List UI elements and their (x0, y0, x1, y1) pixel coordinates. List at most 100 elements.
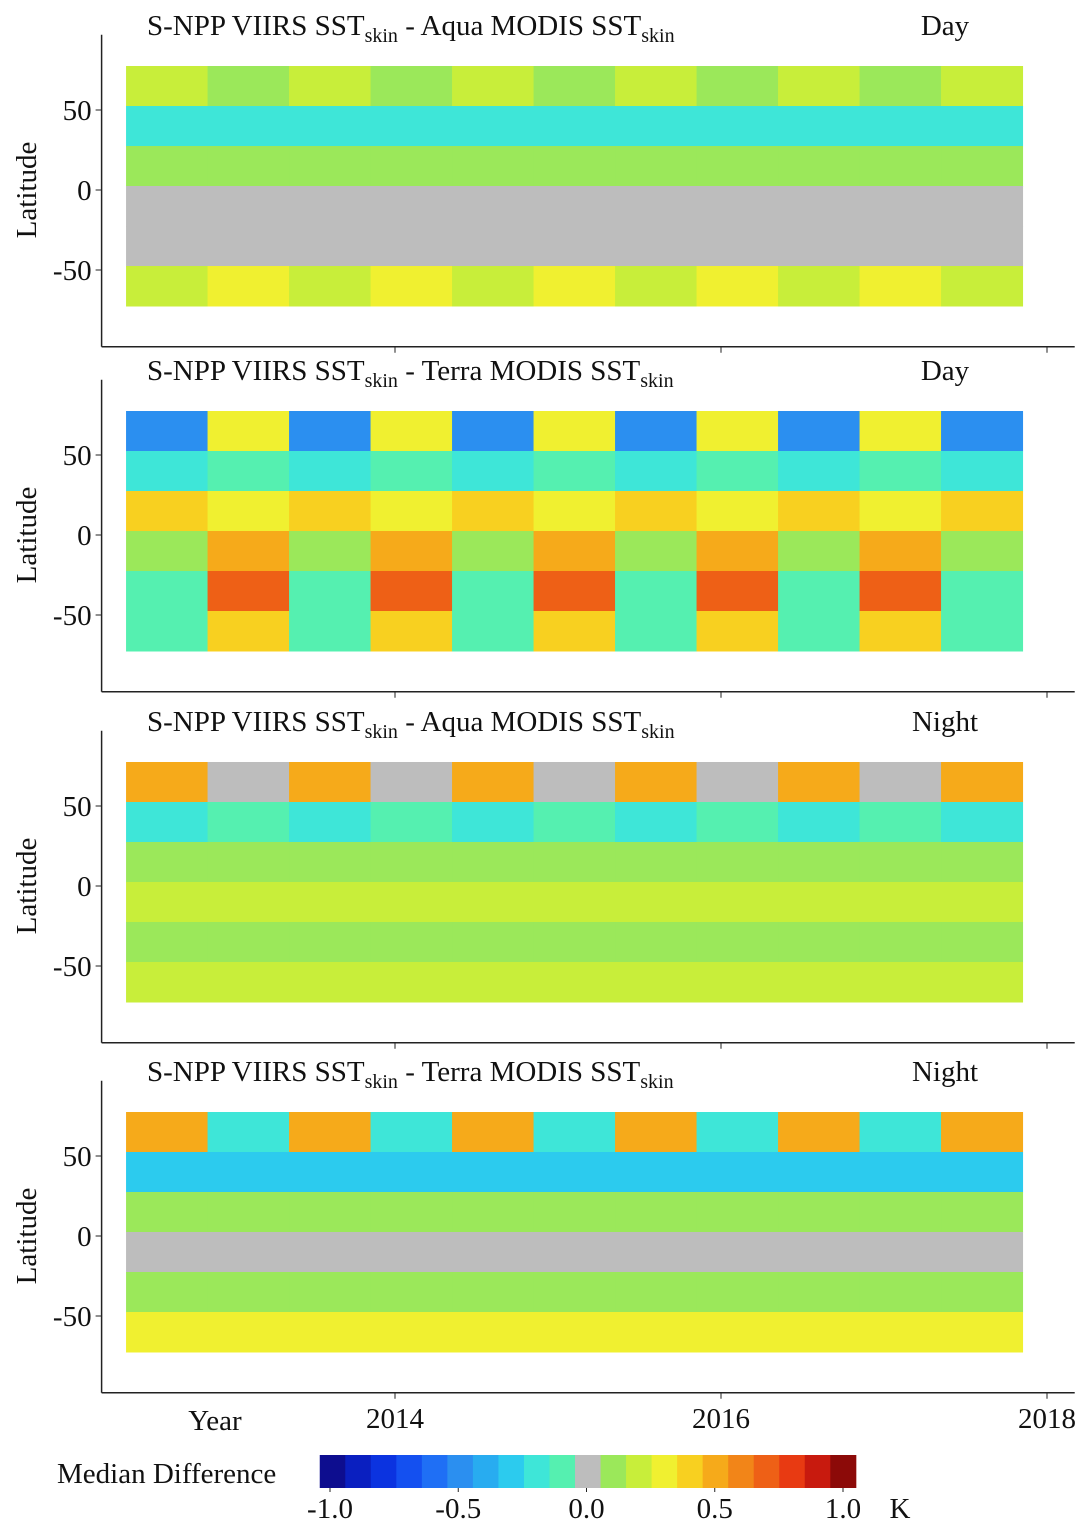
heat-cell (126, 1152, 209, 1193)
heat-cell (370, 146, 453, 187)
heat-cell (370, 1312, 453, 1353)
title-part: S-NPP VIIRS SST (147, 355, 365, 387)
heat-cell (370, 411, 453, 452)
heat-cell (778, 411, 861, 452)
heat-cell (859, 106, 942, 147)
heat-cell (859, 1272, 942, 1313)
heat-cell (778, 762, 861, 803)
heat-cell (778, 66, 861, 107)
heat-cell (615, 106, 698, 147)
y-tick-label: -50 (53, 1301, 92, 1333)
heat-cell (533, 1112, 616, 1153)
heat-cell (289, 266, 372, 307)
heat-cell (370, 922, 453, 963)
heat-cell (859, 1112, 942, 1153)
heat-cell (207, 66, 290, 107)
heat-cell (859, 571, 942, 612)
heat-cell (452, 531, 535, 572)
heat-cell (126, 762, 209, 803)
heat-cell (452, 882, 535, 923)
heat-cell (452, 1312, 535, 1353)
title-subscript: skin (640, 370, 673, 392)
colorbar-swatch (626, 1455, 653, 1488)
heat-cell (859, 762, 942, 803)
heat-cell (941, 1152, 1024, 1193)
x-tick-label: 2018 (1018, 1403, 1076, 1435)
heat-cell (778, 571, 861, 612)
title-part: S-NPP VIIRS SST (147, 10, 365, 42)
heat-cell (615, 531, 698, 572)
heat-cell (941, 1272, 1024, 1313)
heat-cell (696, 66, 779, 107)
heat-cell (859, 411, 942, 452)
heat-cell (696, 762, 779, 803)
colorbar-swatch (804, 1455, 831, 1488)
heat-cell (941, 531, 1024, 572)
colorbar-swatch (370, 1455, 397, 1488)
title-subscript: skin (365, 370, 398, 392)
colorbar-unit: K (890, 1493, 911, 1525)
heat-cell (941, 491, 1024, 532)
heat-cell (615, 491, 698, 532)
heat-cell (289, 962, 372, 1003)
heat-cell (533, 1312, 616, 1353)
heat-cell (778, 1192, 861, 1233)
heat-cell (696, 106, 779, 147)
heat-cell (696, 882, 779, 923)
heat-cell (941, 146, 1024, 187)
y-tick-label: 50 (63, 95, 92, 127)
heat-cell (370, 882, 453, 923)
heat-cell (452, 802, 535, 843)
heat-cell (452, 1192, 535, 1233)
heat-cell (941, 66, 1024, 107)
heat-cell (452, 762, 535, 803)
heat-cell (941, 762, 1024, 803)
heat-cell (941, 226, 1024, 267)
heat-cell (615, 802, 698, 843)
heat-cell (533, 762, 616, 803)
panel-period: Day (921, 10, 970, 42)
heat-cell (533, 491, 616, 532)
colorbar-tick-label: -0.5 (435, 1493, 481, 1525)
heat-cell (778, 962, 861, 1003)
heat-cell (696, 962, 779, 1003)
heat-cell (533, 611, 616, 652)
heat-cell (452, 266, 535, 307)
heat-cell (452, 611, 535, 652)
heat-cell (126, 146, 209, 187)
heat-cell (859, 922, 942, 963)
heat-cell (533, 1192, 616, 1233)
heat-cell (207, 531, 290, 572)
heat-cell (859, 451, 942, 492)
heat-cell (126, 1232, 209, 1273)
panel-title: S-NPP VIIRS SSTskin - Terra MODIS SSTski… (147, 355, 674, 392)
heat-cell (370, 1152, 453, 1193)
heat-cell (533, 1272, 616, 1313)
heat-cell (941, 922, 1024, 963)
heat-cell (533, 531, 616, 572)
y-tick-label: -50 (53, 600, 92, 632)
heat-cell (452, 962, 535, 1003)
heat-cell (696, 1232, 779, 1273)
title-subscript: skin (365, 25, 398, 47)
heat-cell (533, 802, 616, 843)
colorbar-swatch (753, 1455, 780, 1488)
colorbar-tick-label: 1.0 (825, 1493, 861, 1525)
panel-title: S-NPP VIIRS SSTskin - Aqua MODIS SSTskin (147, 10, 675, 47)
heat-cell (452, 1272, 535, 1313)
heat-cell (289, 531, 372, 572)
heat-cell (207, 1112, 290, 1153)
title-subscript: skin (640, 1071, 673, 1093)
title-part: S-NPP VIIRS SST (147, 1056, 365, 1088)
heat-cell (615, 1272, 698, 1313)
colorbar-swatch (421, 1455, 448, 1488)
heat-cell (615, 266, 698, 307)
y-tick-label: -50 (53, 951, 92, 983)
heat-cell (289, 802, 372, 843)
heat-cell (289, 1272, 372, 1313)
heat-cell (859, 146, 942, 187)
heat-cell (533, 146, 616, 187)
heat-cell (126, 491, 209, 532)
heat-cell (696, 266, 779, 307)
